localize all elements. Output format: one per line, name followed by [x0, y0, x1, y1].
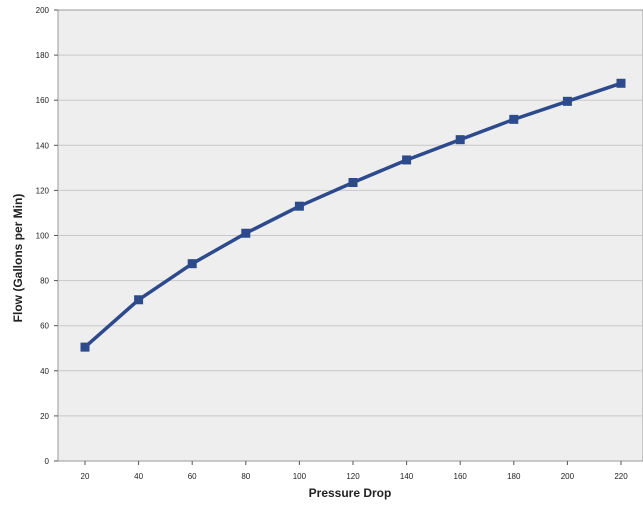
x-tick-label: 140	[400, 472, 414, 481]
data-point-marker	[294, 201, 304, 211]
y-tick-label: 100	[36, 232, 50, 241]
x-axis-ticks: 20 40 60 80 100 120 140 160 180 200 220	[81, 461, 628, 481]
y-tick-label: 180	[36, 51, 50, 60]
x-tick-label: 60	[188, 472, 197, 481]
data-point-marker	[509, 114, 519, 124]
data-point-marker	[134, 295, 144, 305]
data-point-marker	[616, 78, 626, 88]
gridlines	[58, 54, 643, 417]
data-point-marker	[562, 96, 572, 106]
x-tick-label: 40	[134, 472, 143, 481]
x-tick-label: 80	[241, 472, 250, 481]
y-tick-label: 40	[40, 367, 49, 376]
data-point-marker	[241, 228, 251, 238]
x-tick-label: 100	[293, 472, 307, 481]
data-point-marker	[402, 155, 412, 165]
y-tick-label: 80	[40, 277, 49, 286]
x-tick-label: 200	[561, 472, 575, 481]
x-tick-label: 220	[614, 472, 628, 481]
y-tick-label: 120	[36, 186, 50, 195]
y-tick-label: 140	[36, 141, 50, 150]
y-tick-label: 60	[40, 322, 49, 331]
y-axis-title: Flow (Gallons per Min)	[11, 194, 25, 323]
x-tick-label: 20	[81, 472, 90, 481]
y-axis-ticks: 0 20 40 60 80 100 120 140 160 180 200	[36, 6, 58, 466]
y-tick-label: 200	[36, 6, 50, 15]
y-tick-label: 20	[40, 412, 49, 421]
data-point-marker	[187, 259, 197, 269]
y-tick-label: 0	[45, 457, 50, 466]
x-tick-label: 120	[346, 472, 360, 481]
x-tick-label: 160	[454, 472, 468, 481]
x-tick-label: 180	[507, 472, 521, 481]
series-layer	[80, 78, 626, 352]
data-point-marker	[80, 342, 90, 352]
y-tick-label: 160	[36, 96, 50, 105]
x-axis-title: Pressure Drop	[309, 486, 392, 500]
data-point-marker	[348, 178, 358, 188]
data-point-marker	[455, 135, 465, 145]
